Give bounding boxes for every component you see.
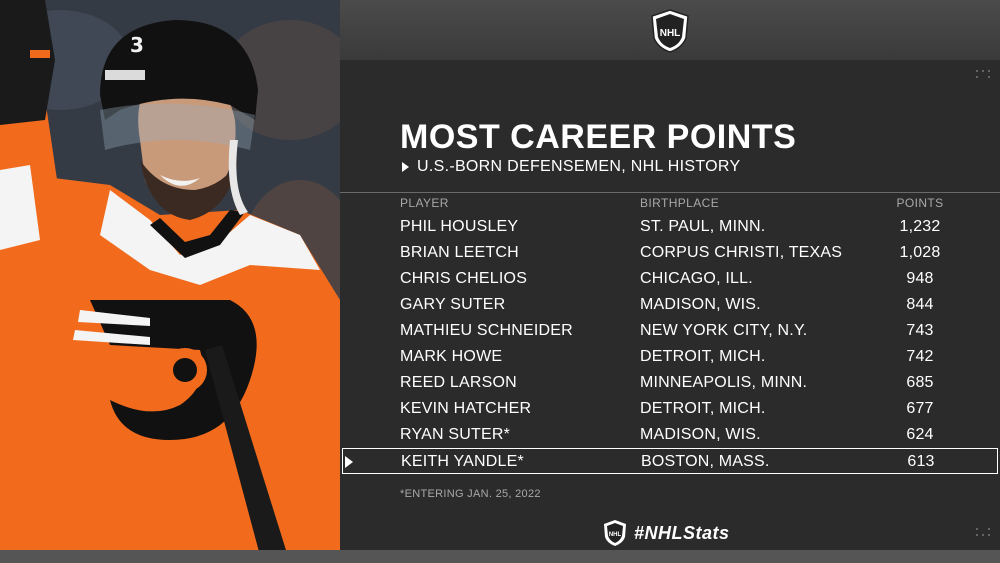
- top-bar: NHL: [340, 0, 1000, 60]
- table-header: PLAYER BIRTHPLACE POINTS: [340, 196, 1000, 212]
- table-row: PHIL HOUSLEY ST. PAUL, MINN. 1,232: [340, 214, 1000, 240]
- player-name: PHIL HOUSLEY: [400, 218, 519, 235]
- table-row: BRIAN LEETCH CORPUS CHRISTI, TEXAS 1,028: [340, 240, 1000, 266]
- player-birthplace: BOSTON, MASS.: [641, 453, 770, 470]
- table-row: MATHIEU SCHNEIDER NEW YORK CITY, N.Y. 74…: [340, 318, 1000, 344]
- player-points: 624: [906, 426, 934, 443]
- player-name: KEITH YANDLE*: [401, 453, 524, 470]
- column-header-player: PLAYER: [400, 196, 449, 210]
- player-birthplace: ST. PAUL, MINN.: [640, 218, 766, 235]
- player-birthplace: MINNEAPOLIS, MINN.: [640, 374, 808, 391]
- player-photo: 3: [0, 0, 340, 563]
- bottom-bar: [0, 550, 1000, 563]
- stats-panel: NHL MOST CAREER POINTS U.S.-BORN DEFENSE…: [340, 0, 1000, 563]
- table-row: CHRIS CHELIOS CHICAGO, ILL. 948: [340, 266, 1000, 292]
- table-row: KEVIN HATCHER DETROIT, MICH. 677: [340, 396, 1000, 422]
- footnote: *ENTERING JAN. 25, 2022: [400, 488, 541, 500]
- player-points: 948: [906, 270, 934, 287]
- player-points: 844: [906, 296, 934, 313]
- player-name: KEVIN HATCHER: [400, 400, 532, 417]
- svg-text:NHL: NHL: [609, 532, 622, 538]
- nhl-shield-icon: NHL: [651, 9, 689, 53]
- header-divider: [340, 192, 1000, 193]
- player-birthplace: CHICAGO, ILL.: [640, 270, 753, 287]
- svg-text:NHL: NHL: [660, 28, 681, 39]
- player-birthplace: CORPUS CHRISTI, TEXAS: [640, 244, 843, 261]
- player-name: MARK HOWE: [400, 348, 503, 365]
- player-points: 677: [906, 400, 934, 417]
- corner-dots-icon: [976, 528, 990, 542]
- player-points: 742: [906, 348, 934, 365]
- player-points: 1,232: [899, 218, 941, 235]
- subtitle-text: U.S.-BORN DEFENSEMEN, NHL HISTORY: [417, 158, 741, 175]
- player-name: REED LARSON: [400, 374, 517, 391]
- page-title: MOST CAREER POINTS: [400, 118, 797, 156]
- column-header-points: POINTS: [896, 196, 944, 210]
- player-name: MATHIEU SCHNEIDER: [400, 322, 573, 339]
- player-birthplace: DETROIT, MICH.: [640, 348, 766, 365]
- table-row-highlighted: KEITH YANDLE* BOSTON, MASS. 613: [342, 448, 998, 474]
- player-birthplace: NEW YORK CITY, N.Y.: [640, 322, 808, 339]
- player-points: 685: [906, 374, 934, 391]
- player-name: BRIAN LEETCH: [400, 244, 519, 261]
- player-points: 1,028: [899, 244, 941, 261]
- player-points: 613: [907, 453, 935, 470]
- player-name: GARY SUTER: [400, 296, 506, 313]
- table-row: REED LARSON MINNEAPOLIS, MINN. 685: [340, 370, 1000, 396]
- player-photo-illustration: 3: [0, 0, 340, 563]
- table-row: RYAN SUTER* MADISON, WIS. 624: [340, 422, 1000, 448]
- table-row: GARY SUTER MADISON, WIS. 844: [340, 292, 1000, 318]
- player-birthplace: MADISON, WIS.: [640, 296, 761, 313]
- player-birthplace: DETROIT, MICH.: [640, 400, 766, 417]
- column-header-birthplace: BIRTHPLACE: [640, 196, 720, 210]
- row-marker-icon: [345, 456, 353, 468]
- nhl-shield-icon: NHL: [604, 520, 626, 546]
- hashtag-text: #NHLStats: [634, 522, 730, 543]
- player-name: RYAN SUTER*: [400, 426, 511, 443]
- player-name: CHRIS CHELIOS: [400, 270, 528, 287]
- svg-text:3: 3: [130, 33, 144, 57]
- table-row: MARK HOWE DETROIT, MICH. 742: [340, 344, 1000, 370]
- corner-dots-icon: [976, 70, 990, 84]
- brand-hashtag: NHL #NHLStats: [602, 518, 730, 548]
- play-triangle-icon: [402, 162, 409, 172]
- player-birthplace: MADISON, WIS.: [640, 426, 761, 443]
- player-points: 743: [906, 322, 934, 339]
- page-subtitle: U.S.-BORN DEFENSEMEN, NHL HISTORY: [400, 158, 960, 176]
